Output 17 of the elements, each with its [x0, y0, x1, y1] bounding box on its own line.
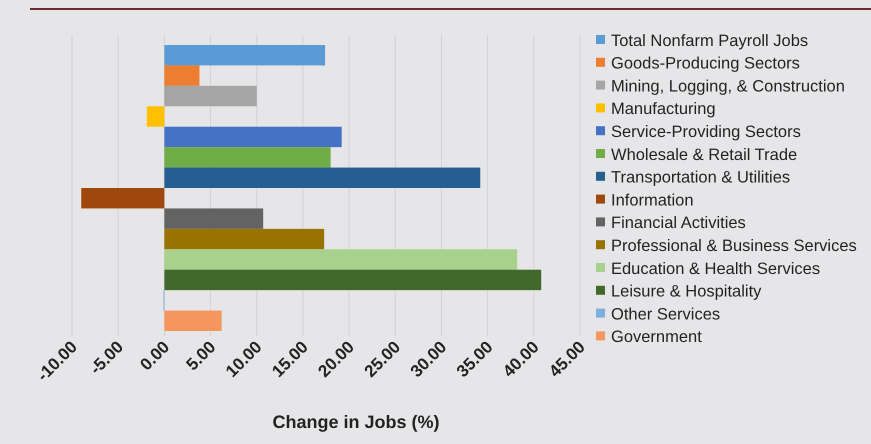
legend-label: Transportation & Utilities [611, 168, 790, 187]
legend-label: Wholesale & Retail Trade [611, 146, 798, 164]
x-axis-title: Change in Jobs (%) [272, 412, 440, 432]
legend-label: Government [611, 328, 702, 346]
legend-label: Professional & Business Services [611, 236, 857, 255]
legend-label: Leisure & Hospitality [611, 282, 762, 301]
legend-label: Goods-Producing Sectors [611, 54, 800, 73]
legend-label: Service-Providing Sectors [611, 122, 801, 141]
legend-label: Manufacturing [611, 100, 716, 118]
legend-label: Other Services [611, 305, 720, 324]
x-tick-label: 5.00 [182, 337, 220, 374]
legend-label: Total Nonfarm Payroll Jobs [611, 32, 808, 50]
legend-label: Mining, Logging, & Construction [611, 77, 845, 96]
legend-label: Information [611, 191, 694, 210]
legend-label: Education & Health Services [611, 260, 820, 278]
x-tick-label: 0.00 [136, 337, 174, 374]
legend-label: Financial Activities [611, 214, 746, 232]
